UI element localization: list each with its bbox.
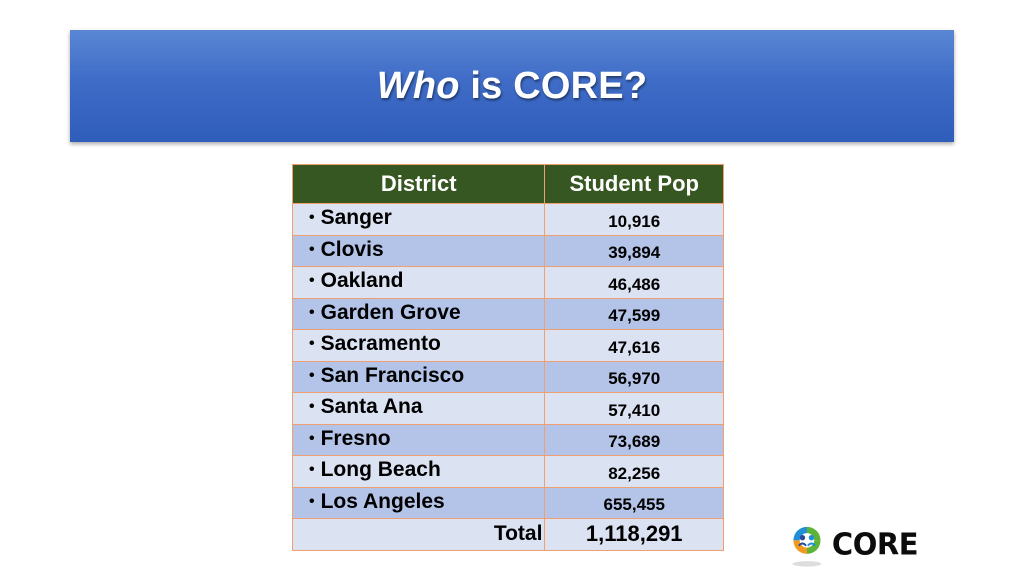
student-pop-cell: 46,486 [544, 266, 724, 299]
table-header-row: District Student Pop [291, 164, 724, 204]
slide-title-rest: is CORE? [459, 64, 648, 107]
district-name: Oakland [320, 269, 404, 292]
student-pop-cell: 10,916 [544, 203, 724, 236]
district-cell: • Los Angeles [291, 486, 546, 519]
district-cell: • Clovis [291, 234, 546, 267]
student-pop-cell: 82,256 [544, 455, 724, 488]
student-pop-cell: 655,455 [544, 486, 724, 519]
district-table: District Student Pop • Sanger 10,916 • Clo… [291, 164, 724, 551]
table-row: • Long Beach 82,256 [291, 455, 724, 488]
slide-title-emphasis: Who [376, 64, 460, 107]
district-name: Clovis [320, 237, 384, 261]
district-cell: • Fresno [291, 423, 546, 456]
bullet: • [309, 429, 315, 447]
district-cell: • Garden Grove [291, 297, 546, 330]
district-name: Los Angeles [320, 489, 445, 513]
bullet: • [309, 366, 315, 384]
table-row: • Los Angeles 655,455 [291, 486, 724, 519]
core-logo-text: CORE [831, 526, 919, 562]
bullet: • [309, 240, 315, 258]
district-cell: • Santa Ana [291, 392, 546, 425]
student-pop-cell: 47,616 [544, 329, 724, 362]
district-cell: • Long Beach [291, 455, 546, 488]
student-pop-cell: 47,599 [544, 297, 724, 330]
district-name: Sacramento [320, 332, 441, 355]
table-row: • Garden Grove 47,599 [291, 297, 724, 330]
district-cell: • Sanger [291, 203, 546, 236]
student-pop-cell: 73,689 [544, 423, 724, 456]
table-row: • Fresno 73,689 [291, 423, 724, 456]
core-logo: CORE [788, 516, 919, 572]
table-row: • Clovis 39,894 [291, 234, 724, 267]
district-name: Fresno [320, 426, 391, 450]
table-row: • Oakland 46,486 [291, 266, 724, 299]
bullet: • [309, 461, 315, 478]
district-name: Garden Grove [320, 300, 461, 324]
district-cell: • Sacramento [291, 329, 546, 362]
header-district: District [291, 164, 546, 204]
total-row: Total 1,118,291 [291, 518, 724, 551]
bullet: • [309, 209, 315, 226]
title-banner: Who is CORE? [70, 30, 954, 142]
student-pop-cell: 39,894 [544, 234, 724, 267]
student-pop-cell: 57,410 [544, 392, 724, 425]
district-cell: • San Francisco [291, 360, 546, 393]
bullet: • [309, 303, 315, 321]
district-name: Sanger [320, 206, 392, 229]
table-row: • San Francisco 56,970 [291, 360, 724, 393]
total-label: Total [291, 518, 546, 551]
district-name: Santa Ana [320, 395, 423, 418]
table-row: • Santa Ana 57,410 [291, 392, 724, 425]
table-row: • Sanger 10,916 [291, 203, 724, 236]
bullet: • [309, 335, 315, 352]
bullet: • [309, 492, 315, 510]
slide-title: Who is CORE? [377, 65, 648, 108]
table-row: • Sacramento 47,616 [291, 329, 724, 362]
header-student-pop: Student Pop [544, 164, 724, 204]
bullet: • [309, 398, 315, 415]
district-cell: • Oakland [291, 266, 546, 299]
core-logo-icon [792, 526, 822, 567]
total-value: 1,118,291 [544, 518, 724, 551]
district-name: Long Beach [320, 458, 441, 481]
district-name: San Francisco [320, 363, 465, 387]
student-pop-cell: 56,970 [544, 360, 724, 393]
bullet: • [309, 272, 315, 289]
